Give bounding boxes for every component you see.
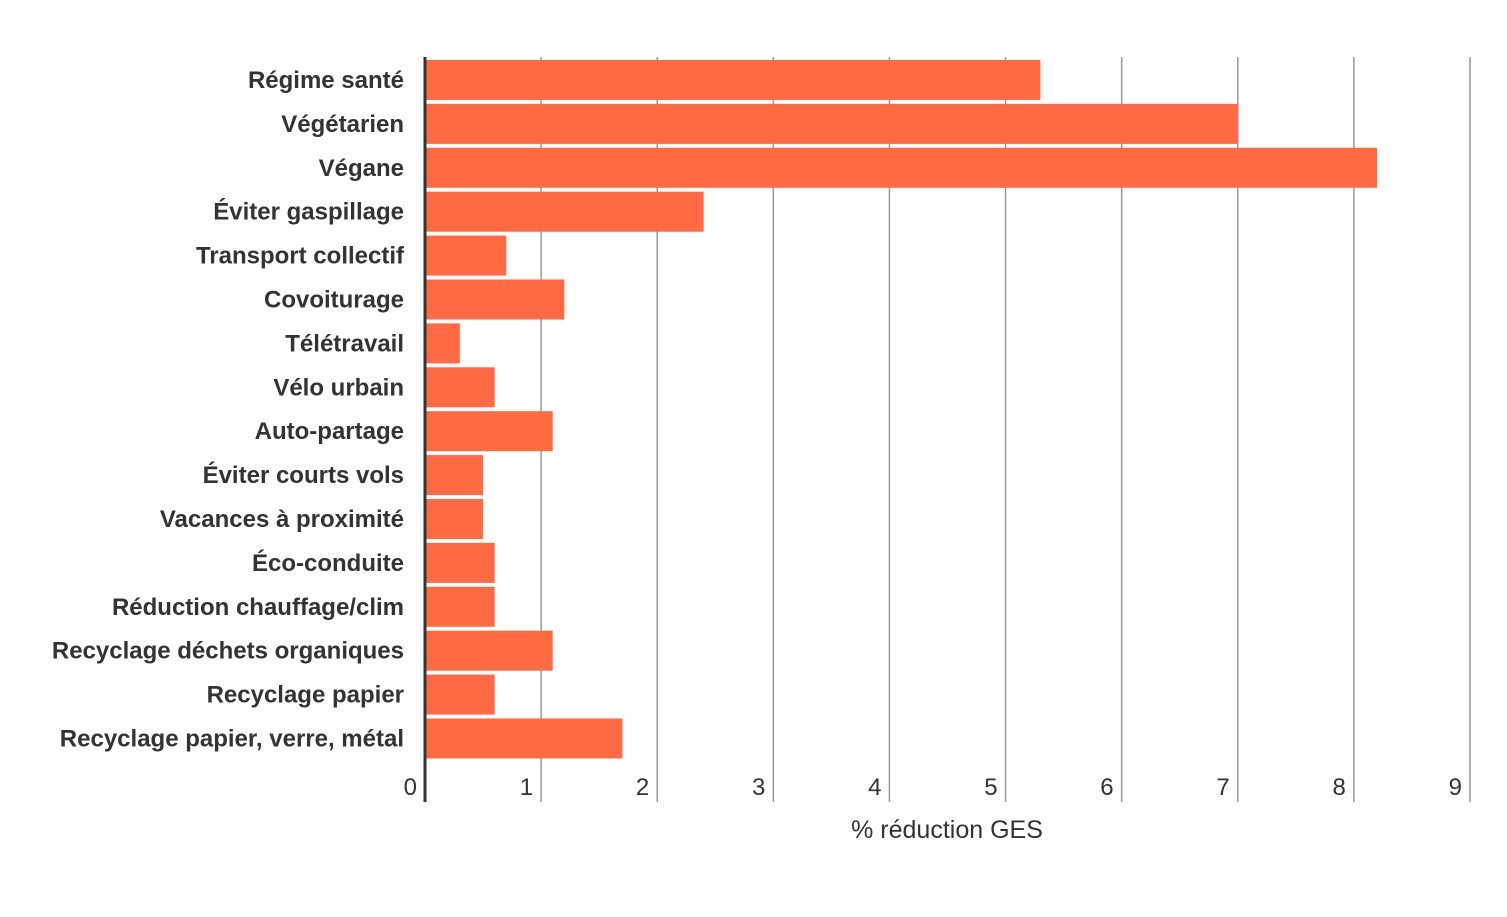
category-label: Transport collectif — [196, 243, 405, 270]
category-label: Éco-conduite — [252, 549, 404, 577]
category-label: Recyclage papier — [207, 682, 404, 709]
x-tick-labels: 0 1 2 3 4 5 6 7 8 9 — [404, 774, 1462, 801]
category-label: Végane — [319, 155, 404, 182]
bar — [425, 367, 495, 408]
category-label: Recyclage papier, verre, métal — [60, 726, 404, 753]
bar — [425, 586, 495, 627]
bar — [425, 455, 484, 496]
bar — [425, 542, 495, 583]
x-tick-label: 2 — [636, 774, 649, 801]
bar — [425, 279, 565, 320]
bar — [425, 499, 484, 539]
x-tick-label: 3 — [752, 774, 765, 801]
x-tick-label: 6 — [1100, 774, 1113, 801]
bar — [425, 411, 553, 452]
x-tick-label: 1 — [520, 774, 533, 801]
category-label: Éviter gaspillage — [213, 198, 404, 226]
category-label: Régime santé — [248, 67, 404, 94]
bar — [425, 235, 507, 276]
category-label: Éviter courts vols — [203, 461, 404, 489]
category-label: Vélo urbain — [273, 374, 404, 401]
bars — [425, 60, 1378, 759]
category-labels: Régime santé Végétarien Végane Éviter gaspi… — [52, 67, 405, 753]
category-label: Télétravail — [285, 330, 404, 357]
bar — [425, 60, 1041, 100]
x-tick-label: 9 — [1449, 774, 1462, 801]
x-axis-title: % réduction GES — [851, 816, 1043, 844]
x-tick-label: 4 — [868, 774, 881, 801]
bar — [425, 630, 553, 671]
bar — [425, 103, 1238, 144]
bar — [425, 323, 460, 364]
category-label: Réduction chauffage/clim — [112, 594, 404, 621]
category-label: Recyclage déchets organiques — [52, 638, 404, 665]
category-label: Vacances à proximité — [160, 506, 404, 533]
bar — [425, 674, 495, 715]
x-tick-label: 5 — [984, 774, 997, 801]
category-label: Covoiturage — [264, 287, 404, 314]
x-tick-label: 0 — [404, 774, 417, 801]
x-tick-label: 8 — [1333, 774, 1346, 801]
category-label: Végétarien — [281, 111, 404, 138]
category-label: Auto-partage — [255, 418, 404, 445]
bar — [425, 718, 623, 759]
bar — [425, 191, 704, 232]
bar — [425, 147, 1378, 188]
x-tick-label: 7 — [1216, 774, 1229, 801]
